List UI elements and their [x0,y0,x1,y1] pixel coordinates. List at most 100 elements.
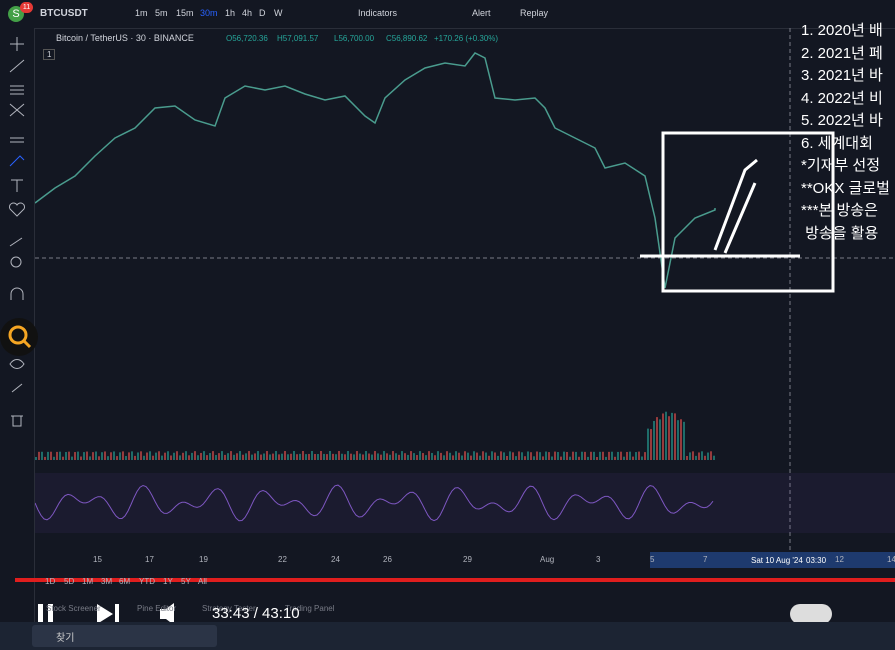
volume-bar [653,420,655,460]
range[interactable]: All [198,577,207,586]
volume-bar [125,455,127,460]
range[interactable]: YTD [139,577,155,586]
volume-bar [665,411,667,460]
interval[interactable]: 15m [176,8,194,18]
volume-bar [104,451,106,460]
symbol[interactable]: BTCUSDT [40,8,88,19]
volume-bar [707,452,709,460]
replay[interactable]: Replay [520,8,549,18]
volume-bar [167,451,169,460]
interval[interactable]: 1m [135,8,148,18]
volume-bar [452,455,454,460]
axis-highlight [650,552,895,568]
volume-bar [116,456,118,460]
volume-bar [503,452,505,460]
interval[interactable]: 5m [155,8,168,18]
interval[interactable]: D [259,8,266,18]
taskbar-search[interactable] [32,625,217,647]
volume-bar [593,451,595,460]
volume-bar [197,455,199,460]
x-tick-label: 14 [887,555,895,564]
volume-bar [188,455,190,460]
volume-bar [518,451,520,460]
volume-bar [560,456,562,460]
volume-bar [368,453,370,460]
tab[interactable]: Trading Panel [285,604,335,613]
volume-bar [413,453,415,460]
tab[interactable]: Strategy Tester [202,604,256,613]
volume-bar [692,451,694,460]
volume-bar [623,456,625,460]
volume-bar [437,451,439,460]
volume [35,411,715,460]
volume-bar [614,456,616,460]
alert[interactable]: Alert [472,8,491,18]
volume-bar [365,451,367,460]
tool-icons [9,37,25,427]
volume-bar [302,451,304,460]
volume-bar [506,456,508,460]
volume-bar [482,451,484,460]
volume-bar [341,453,343,460]
player-controls [38,603,174,625]
volume-bar [677,420,679,460]
volume-bar [704,455,706,460]
range[interactable]: 6M [119,577,131,586]
volume-bar [548,452,550,460]
range[interactable]: 5Y [181,577,191,586]
x-tick-label: 5 [650,555,655,564]
volume-bar [56,451,58,460]
tab[interactable]: Pine Editor [137,604,177,613]
volume-bar [107,456,109,460]
volume-bar [626,451,628,460]
volume-bar [152,455,154,460]
volume-bar [50,451,52,460]
x-tick-label: 17 [145,555,154,564]
search-text: 찾기 [56,633,75,644]
volume-bar [575,451,577,460]
volume-bar [551,456,553,460]
range[interactable]: 5D [64,577,75,586]
volume-bar [545,451,547,460]
interval[interactable]: 1h [225,8,236,18]
range[interactable]: 1D [45,577,56,586]
volume-bar [353,454,355,460]
volume-bar [668,416,670,460]
autoplay-toggle[interactable] [790,604,832,624]
overlay-line: 방송을 활용 [801,224,879,242]
range[interactable]: 1M [82,577,94,586]
volume-bar [713,455,715,460]
volume-bar [605,456,607,460]
volume-bar [80,456,82,460]
volume-bar [374,451,376,460]
volume-bar [275,451,277,460]
interval[interactable]: 30m [200,8,218,18]
volume-bar [65,451,67,460]
volume-bar [203,451,205,460]
volume-bar [446,451,448,460]
volume-bar [47,451,49,460]
volume-bar [143,455,145,460]
volume-bar [659,419,661,460]
range[interactable]: 1Y [163,577,173,586]
volume-bar [590,451,592,460]
interval[interactable]: W [274,8,283,18]
volume-bar [512,452,514,460]
volume-bar [491,451,493,460]
volume-bar [458,452,460,460]
rsi-band [35,473,895,533]
indicators[interactable]: Indicators [358,8,398,18]
volume-bar [128,452,130,460]
volume-bar [137,452,139,460]
interval[interactable]: 4h [242,8,253,18]
volume-bar [293,451,295,460]
search-button[interactable] [0,318,38,356]
volume-bar [296,454,298,460]
volume-bar [338,451,340,460]
ohlc-high: H57,091.57 [277,34,319,43]
range[interactable]: 3M [101,577,113,586]
volume-bar [494,452,496,460]
volume-bar [650,429,652,460]
tab[interactable]: Stock Screener [46,604,101,613]
